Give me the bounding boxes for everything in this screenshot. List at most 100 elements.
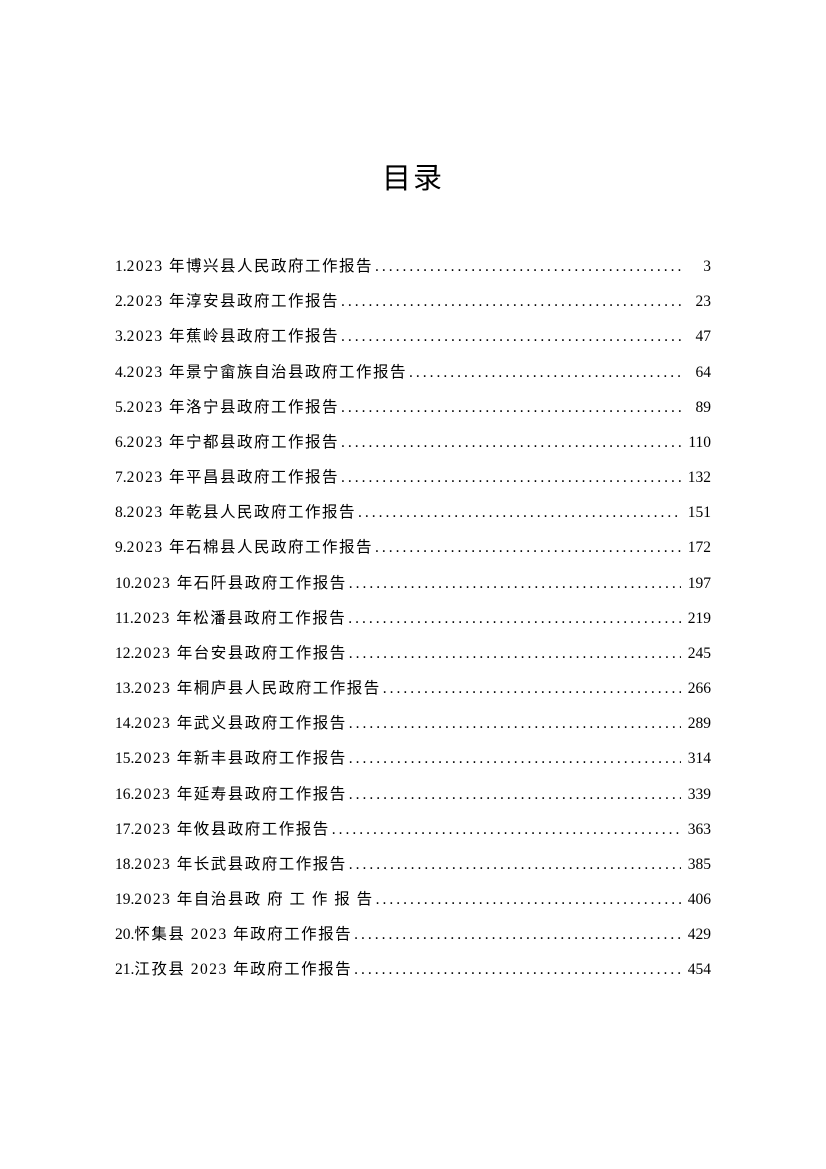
toc-entry: 5.2023 年洛宁县政府工作报告89 [115,390,711,425]
toc-entry-page: 110 [681,425,711,460]
toc-leader-dots [347,741,681,776]
toc-entry-label: 2023 年洛宁县政府工作报告 [127,390,339,425]
toc-leader-dots [339,425,681,460]
toc-entry: 9.2023 年石棉县人民政府工作报告 172 [115,530,711,565]
toc-entry-label: 2023 年台安县政府工作报告 [134,636,346,671]
toc-entry-label: 2023 年博兴县人民政府工作报告 [127,249,373,284]
toc-entry-label: 2023 年景宁畲族自治县政府工作报告 [127,355,407,390]
toc-entry-page: 385 [681,847,711,882]
toc-leader-dots [330,812,681,847]
toc-entry-label: 2023 年平昌县政府工作报告 [127,460,339,495]
toc-entry-page: 289 [681,706,711,741]
toc-entry: 12.2023 年台安县政府工作报告245 [115,636,711,671]
toc-entry-number: 14. [115,706,134,741]
toc-entry-number: 10. [115,566,134,601]
toc-entry-label: 2023 年蕉岭县政府工作报告 [127,319,339,354]
toc-entry: 13.2023 年桐庐县人民政府工作报告 266 [115,671,711,706]
toc-entry-number: 17. [115,812,134,847]
toc-entry: 16.2023 年延寿县政府工作报告339 [115,777,711,812]
toc-entry: 15.2023 年新丰县政府工作报告 314 [115,741,711,776]
toc-leader-dots [381,671,681,706]
toc-entry-number: 18. [115,847,134,882]
toc-entry-number: 16. [115,777,134,812]
toc-entry: 20.怀集县 2023 年政府工作报告 429 [115,917,711,952]
toc-entry-page: 363 [681,812,711,847]
toc-entry-label: 2023 年长武县政府工作报告 [134,847,346,882]
toc-leader-dots [407,355,681,390]
toc-entry-number: 20. [115,917,134,952]
toc-entry: 6.2023 年宁都县政府工作报告110 [115,425,711,460]
toc-entry-number: 6. [115,425,127,460]
toc-entry-number: 9. [115,530,127,565]
toc-entry-number: 11. [115,601,134,636]
toc-entry-page: 89 [681,390,711,425]
toc-entry-number: 21. [115,952,134,987]
toc-entry-number: 3. [115,319,127,354]
toc-entry-label: 2023 年自治县政 府 工 作 报 告 [134,882,373,917]
toc-entry-number: 12. [115,636,134,671]
toc-entry-page: 47 [681,319,711,354]
toc-entry-number: 19. [115,882,134,917]
toc-entry-label: 怀集县 2023 年政府工作报告 [134,917,352,952]
toc-entry-number: 15. [115,741,134,776]
toc-entry: 21.江孜县 2023 年政府工作报告 454 [115,952,711,987]
toc-entry-number: 4. [115,355,127,390]
toc-entry: 4.2023 年景宁畲族自治县政府工作报告 64 [115,355,711,390]
toc-entry-number: 1. [115,249,127,284]
toc-entry-page: 406 [681,882,711,917]
toc-entry-page: 132 [681,460,711,495]
toc-entry-label: 2023 年桐庐县人民政府工作报告 [134,671,380,706]
toc-entry-page: 3 [681,249,711,284]
toc-entry-number: 2. [115,284,127,319]
toc-entry-page: 454 [681,952,711,987]
toc-entry-page: 64 [681,355,711,390]
toc-entry-label: 2023 年松潘县政府工作报告 [134,601,346,636]
toc-list: 1.2023 年博兴县人民政府工作报告32.2023 年淳安县政府工作报告233… [115,249,711,988]
toc-leader-dots [347,636,681,671]
toc-entry-page: 172 [681,530,711,565]
toc-entry: 8.2023 年乾县人民政府工作报告 151 [115,495,711,530]
toc-leader-dots [347,706,681,741]
toc-entry-number: 8. [115,495,127,530]
toc-entry-page: 23 [681,284,711,319]
toc-entry: 3.2023 年蕉岭县政府工作报告 47 [115,319,711,354]
toc-entry-label: 2023 年新丰县政府工作报告 [134,741,346,776]
toc-entry: 14.2023 年武义县政府工作报告 289 [115,706,711,741]
toc-leader-dots [339,460,681,495]
toc-leader-dots [374,882,681,917]
toc-entry-label: 2023 年石阡县政府工作报告 [134,566,346,601]
toc-entry-label: 2023 年石棉县人民政府工作报告 [127,530,373,565]
toc-entry-page: 197 [681,566,711,601]
toc-leader-dots [356,495,681,530]
toc-entry: 7.2023 年平昌县政府工作报告 132 [115,460,711,495]
toc-leader-dots [347,847,681,882]
toc-leader-dots [347,777,681,812]
toc-leader-dots [373,530,681,565]
toc-entry-page: 339 [681,777,711,812]
toc-leader-dots [339,284,681,319]
toc-entry: 1.2023 年博兴县人民政府工作报告 3 [115,249,711,284]
toc-entry: 11.2023 年松潘县政府工作报告 219 [115,601,711,636]
toc-entry-label: 2023 年淳安县政府工作报告 [127,284,339,319]
toc-entry-page: 314 [681,741,711,776]
toc-entry: 18.2023 年长武县政府工作报告 385 [115,847,711,882]
toc-entry-number: 13. [115,671,134,706]
toc-leader-dots [352,917,681,952]
toc-entry: 10.2023 年石阡县政府工作报告 197 [115,566,711,601]
toc-entry-label: 江孜县 2023 年政府工作报告 [134,952,352,987]
toc-entry-page: 266 [681,671,711,706]
toc-entry-page: 151 [681,495,711,530]
toc-entry: 2.2023 年淳安县政府工作报告 23 [115,284,711,319]
toc-leader-dots [339,319,681,354]
toc-entry-label: 2023 年乾县人民政府工作报告 [127,495,356,530]
toc-entry: 19.2023 年自治县政 府 工 作 报 告 406 [115,882,711,917]
toc-entry-label: 2023 年武义县政府工作报告 [134,706,346,741]
toc-entry: 17.2023 年攸县政府工作报告363 [115,812,711,847]
toc-entry-page: 429 [681,917,711,952]
toc-leader-dots [347,566,681,601]
toc-entry-number: 7. [115,460,127,495]
toc-entry-page: 219 [681,601,711,636]
toc-leader-dots [339,390,681,425]
toc-leader-dots [373,249,681,284]
toc-leader-dots [352,952,681,987]
